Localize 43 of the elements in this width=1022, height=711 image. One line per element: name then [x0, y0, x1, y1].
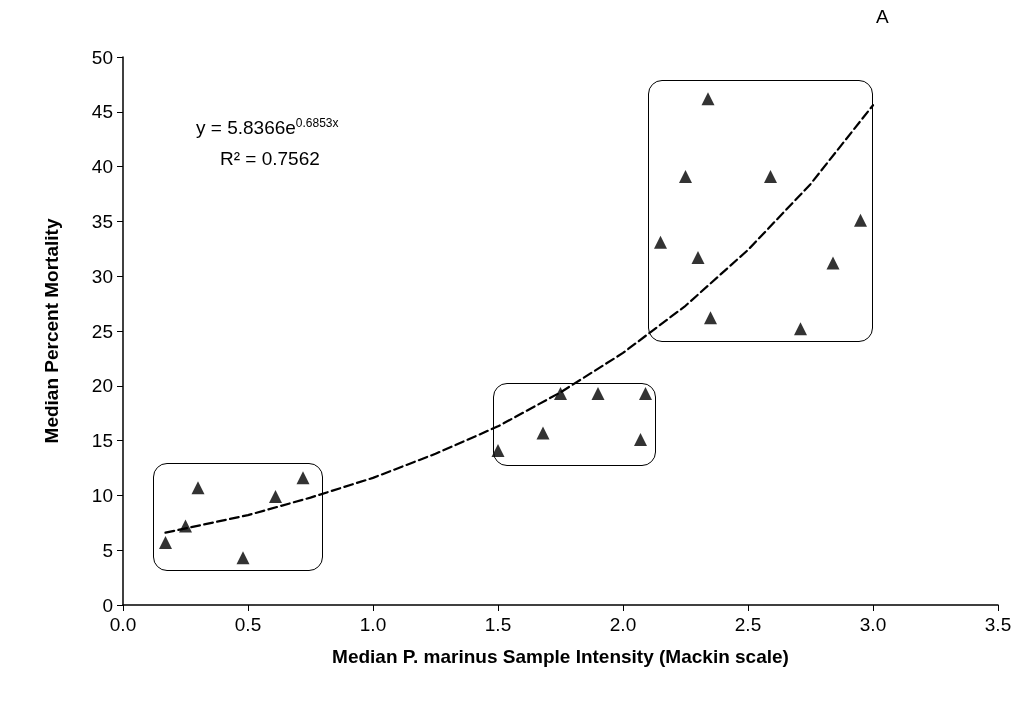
point	[236, 551, 250, 565]
annotation: y = 5.8366e$^{0.6853x}$	[196, 116, 339, 140]
point	[269, 490, 282, 503]
point	[296, 471, 310, 485]
y-tick-label: 15	[91, 430, 113, 452]
point	[794, 322, 807, 336]
y-tick-label: 0	[102, 594, 113, 616]
y-tick-label: 45	[91, 101, 113, 123]
point	[639, 386, 652, 400]
x-tick-label: 1.5	[484, 614, 512, 635]
x-tick-label: 2.5	[734, 614, 762, 635]
point	[704, 311, 717, 325]
point	[826, 256, 840, 270]
line-series	[164, 104, 875, 534]
x-tick-label: 3.5	[984, 614, 1012, 635]
x-tick-label: 0.0	[109, 614, 137, 635]
y-tick-label: 35	[91, 210, 113, 232]
point	[159, 536, 172, 550]
point	[536, 426, 550, 440]
annotation: R² = 0.7562	[220, 148, 320, 170]
y-axis-title: Median Percent Mortality	[41, 218, 62, 444]
x-axis-title: Median P. marinus Sample Intensity (Mackin scale)	[332, 646, 789, 667]
point	[679, 169, 692, 183]
y-tick-label: 10	[91, 484, 113, 506]
point	[701, 92, 715, 106]
point	[634, 433, 647, 446]
y-tick-label: 50	[91, 46, 113, 68]
x-tick-label: 3.0	[859, 614, 887, 635]
x-tick-label: 0.5	[234, 614, 262, 635]
y-tick-label: 30	[91, 265, 113, 287]
text: A	[876, 6, 889, 28]
point	[654, 235, 667, 249]
y-tick-label: 40	[91, 156, 113, 178]
point	[854, 213, 867, 227]
y-tick-label: 20	[91, 375, 113, 397]
x-tick-label: 2.0	[609, 614, 637, 635]
y-tick-label: 5	[102, 539, 113, 561]
x-tick-label: 1.0	[359, 614, 387, 635]
point	[191, 481, 205, 495]
y-tick-label: 25	[91, 320, 113, 342]
point	[764, 169, 777, 183]
point	[591, 386, 605, 400]
point	[691, 251, 705, 265]
